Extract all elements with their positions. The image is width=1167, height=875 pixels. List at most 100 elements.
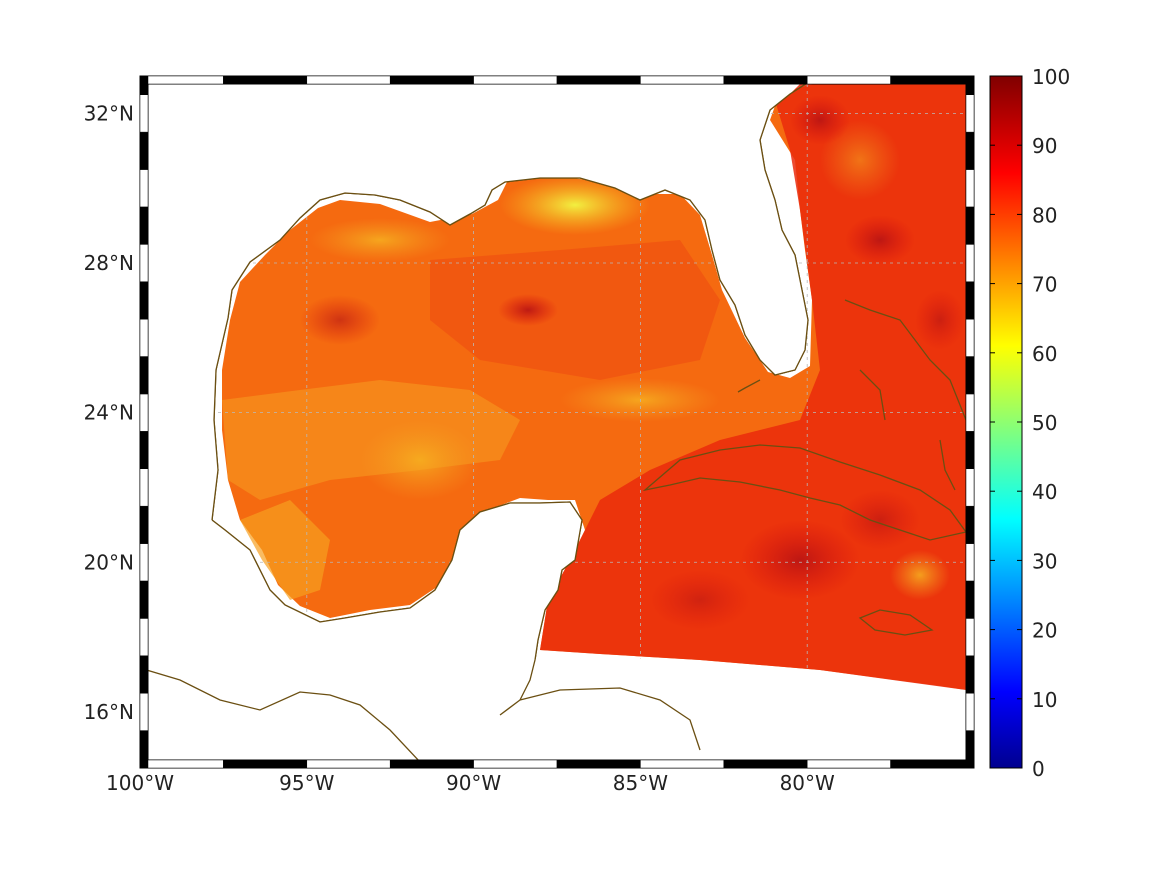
colorbar-tick-label: 60	[1032, 342, 1057, 366]
honduras-coastline	[519, 687, 701, 751]
frame-segment-top	[640, 75, 725, 85]
frame-segment-bottom	[139, 759, 224, 769]
frame-segment-left	[139, 393, 149, 432]
bahamas-outline	[859, 369, 886, 421]
frame-segment-right	[965, 730, 975, 769]
frame-segment-right	[965, 393, 975, 432]
data-field	[222, 84, 966, 690]
us-land	[148, 84, 640, 520]
frame-segment-left	[139, 318, 149, 357]
colorbar-tick-label: 70	[1032, 273, 1057, 297]
frame-segment-bottom	[640, 759, 725, 769]
orange-plume	[310, 218, 450, 262]
frame-segment-right	[965, 431, 975, 470]
colorbar-tick-label: 0	[1032, 757, 1045, 781]
frame-segment-left	[139, 730, 149, 769]
colorbar-tick-label: 10	[1032, 688, 1057, 712]
latitude-tick-label: 24°N	[84, 401, 134, 425]
frame-segment-bottom	[473, 759, 558, 769]
hotspot	[650, 570, 750, 630]
frame-segment-right	[965, 356, 975, 395]
central-america-coastline	[148, 669, 420, 760]
frame-segment-bottom	[223, 759, 308, 769]
latitude-tick-label: 16°N	[84, 700, 134, 724]
atlantic-coastline	[939, 439, 956, 491]
frame-segment-top	[139, 75, 224, 85]
longitude-tick-label: 80°W	[780, 771, 835, 795]
frame-segment-left	[139, 131, 149, 170]
frame-segment-top	[473, 75, 558, 85]
frame-segment-left	[139, 169, 149, 208]
map-frame	[139, 75, 975, 769]
frame-segment-bottom	[890, 759, 975, 769]
colorbar: 0 10 20 30 40 50 60 70 80 90 100	[989, 65, 1070, 781]
hotspot	[740, 520, 860, 600]
yellow-plume	[500, 175, 650, 235]
frame-segment-left	[139, 505, 149, 544]
us-gulf-coastline	[211, 84, 809, 521]
frame-segment-right	[965, 206, 975, 245]
frame-segment-left	[139, 580, 149, 619]
frame-segment-right	[965, 131, 975, 170]
frame-segment-top	[306, 75, 391, 85]
latitude-labels: 32°N 28°N 24°N 20°N 16°N	[84, 101, 134, 723]
frame-segment-left	[139, 618, 149, 657]
orange-plume	[890, 550, 950, 600]
frame-segment-right	[965, 692, 975, 731]
frame-segment-left	[139, 94, 149, 133]
bahamas-outline	[844, 299, 966, 421]
frame-segment-right	[965, 580, 975, 619]
frame-segment-right	[965, 468, 975, 507]
frame-segment-bottom	[723, 759, 808, 769]
frame-segment-top	[806, 75, 891, 85]
colorbar-tick-label: 20	[1032, 619, 1057, 643]
colorbar-tick-label: 30	[1032, 549, 1057, 573]
colorbar-tick-label: 50	[1032, 411, 1057, 435]
longitude-tick-label: 100°W	[106, 771, 174, 795]
frame-segment-right	[965, 505, 975, 544]
latitude-tick-label: 32°N	[84, 101, 134, 125]
frame-segment-left	[139, 468, 149, 507]
frame-segment-top	[389, 75, 474, 85]
latitude-tick-label: 20°N	[84, 550, 134, 574]
frame-segment-top	[723, 75, 808, 85]
frame-segment-right	[965, 318, 975, 357]
cuba-outline	[642, 444, 966, 541]
frame-segment-bottom	[306, 759, 391, 769]
frame-segment-right	[965, 655, 975, 694]
frame-segment-left	[139, 543, 149, 582]
land-mask	[148, 84, 966, 760]
frame-segment-left	[139, 206, 149, 245]
island-outline	[737, 379, 761, 393]
colorbar-gradient	[989, 75, 1023, 769]
frame-segment-left	[139, 431, 149, 470]
frame-segment-top	[890, 75, 975, 85]
longitude-tick-label: 85°W	[613, 771, 668, 795]
orange-plume	[360, 420, 480, 500]
jamaica-outline	[858, 609, 934, 636]
colorbar-ticks: 0 10 20 30 40 50 60 70 80 90 100	[990, 65, 1070, 781]
florida-land	[640, 84, 808, 375]
southwest-cool-band	[240, 500, 330, 600]
frame-segment-right	[965, 75, 975, 95]
latitude-tick-label: 28°N	[84, 251, 134, 275]
longitude-tick-label: 90°W	[446, 771, 501, 795]
frame-segment-left	[139, 75, 149, 95]
colorbar-tick-label: 100	[1032, 65, 1070, 89]
frame-segment-top	[223, 75, 308, 85]
frame-segment-right	[965, 244, 975, 282]
frame-segment-right	[965, 543, 975, 582]
frame-segment-left	[139, 692, 149, 731]
frame-segment-left	[139, 244, 149, 282]
frame-segment-left	[139, 356, 149, 395]
frame-segment-right	[965, 281, 975, 320]
frame-segment-left	[139, 281, 149, 320]
frame-segment-top	[556, 75, 641, 85]
hotspot	[300, 295, 380, 345]
frame-segment-right	[965, 94, 975, 133]
longitude-labels: 100°W 95°W 90°W 85°W 80°W	[106, 771, 835, 795]
frame-segment-left	[139, 655, 149, 694]
coastlines-overlay	[148, 84, 809, 760]
orange-plume	[820, 120, 900, 200]
frame-segment-bottom	[806, 759, 891, 769]
